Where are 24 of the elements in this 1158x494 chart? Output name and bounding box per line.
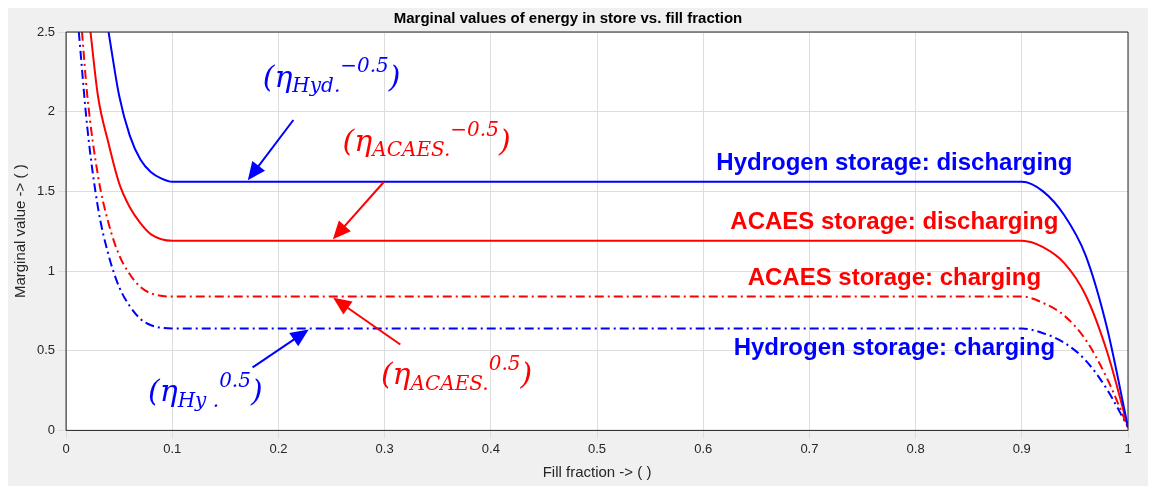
x-tick-label: 0.5 xyxy=(588,440,607,456)
y-tick-label: 0 xyxy=(47,421,56,437)
x-tick-label: 0.7 xyxy=(800,440,819,456)
x-tick-label: 0.8 xyxy=(906,440,925,456)
x-tick-label: 0 xyxy=(62,440,70,456)
x-tick-label: 0.1 xyxy=(163,440,182,456)
x-tick-label: 0.9 xyxy=(1012,440,1031,456)
series-label: ACAES storage: charging xyxy=(747,263,1042,291)
y-tick-label: 2.5 xyxy=(36,23,56,39)
x-tick-label: 1 xyxy=(1124,440,1132,456)
x-tick-label: 0.4 xyxy=(481,440,500,456)
x-axis-title: Fill fraction -> ( ) xyxy=(542,463,652,481)
series-label: Hydrogen storage: charging xyxy=(733,333,1056,361)
y-axis-title: Marginal value -> ( ) xyxy=(11,164,29,299)
x-tick-label: 0.3 xyxy=(375,440,394,456)
chart-title: Marginal values of energy in store vs. fill fraction xyxy=(393,9,743,27)
y-tick-label: 1 xyxy=(47,262,56,278)
y-tick-label: 1.5 xyxy=(36,182,56,198)
series-label: ACAES storage: discharging xyxy=(730,207,1059,235)
series-label: Hydrogen storage: discharging xyxy=(716,148,1073,176)
y-tick-label: 0.5 xyxy=(36,342,56,358)
y-tick-label: 2 xyxy=(47,103,56,119)
x-tick-label: 0.2 xyxy=(269,440,288,456)
x-tick-label: 0.6 xyxy=(694,440,713,456)
